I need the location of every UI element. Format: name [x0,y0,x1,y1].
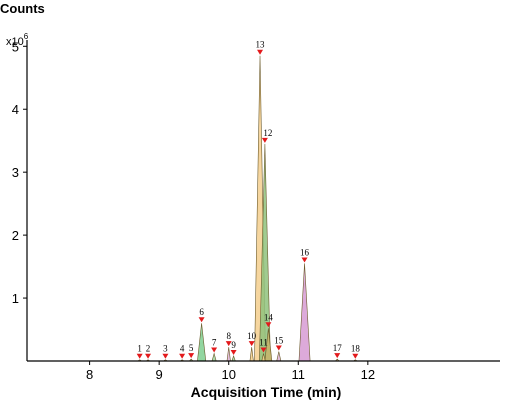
peak-marker-12 [261,137,268,143]
y-tick-label: 2 [12,228,19,243]
peak-area-16 [298,263,311,362]
y-multiplier-exponent: 6 [24,32,29,41]
peak-marker-17 [334,353,341,359]
y-multiplier-base: x10 [6,36,24,48]
peak-area-6 [197,323,207,362]
peak-label-9: 9 [231,340,236,350]
peak-marker-18 [352,353,359,359]
peak-label-8: 8 [226,331,231,341]
peak-marker-8 [225,341,232,347]
peak-label-16: 16 [300,247,310,257]
peak-marker-2 [145,353,152,359]
x-tick-label: 9 [156,367,163,382]
peak-marker-9 [230,349,237,355]
y-tick-label: 1 [12,291,19,306]
peak-label-1: 1 [137,344,142,354]
peak-label-4: 4 [180,344,185,354]
x-tick-label: 8 [86,367,93,382]
peak-marker-13 [257,49,264,55]
y-tick-label: 4 [12,102,19,117]
peak-marker-14 [265,322,272,328]
x-tick-label: 11 [292,367,306,382]
peak-marker-15 [275,345,282,351]
y-tick-label: 3 [12,165,19,180]
peak-label-14: 14 [264,312,274,322]
peak-area-8 [226,347,231,362]
peak-label-2: 2 [146,344,151,354]
y-multiplier-label: x106 [6,32,29,48]
peak-marker-4 [179,353,186,359]
peak-label-10: 10 [247,331,257,341]
peak-label-5: 5 [189,343,194,353]
peak-label-6: 6 [199,307,204,317]
y-axis-ticks: 1 2 3 4 5 [12,39,27,306]
y-axis-label: Counts [0,1,45,16]
peak-marker-3 [162,353,169,359]
peak-label-3: 3 [163,344,168,354]
peak-marker-11 [260,347,267,353]
peak-label-15: 15 [274,336,284,346]
peak-area-9 [231,355,236,362]
x-axis-label: Acquisition Time (min) [191,384,342,400]
peak-marker-7 [211,347,218,353]
x-axis-ticks: 8 9 10 11 12 [86,361,375,382]
peak-marker-1 [136,353,143,359]
peak-label-11: 11 [259,337,268,347]
peak-area-10 [249,347,254,362]
peak-label-7: 7 [212,337,217,347]
peak-label-12: 12 [263,128,272,138]
peak-label-13: 13 [256,40,266,50]
peak-marker-10 [248,341,255,347]
peak-area-15 [276,351,282,362]
peak-label-17: 17 [333,343,343,353]
peak-label-18: 18 [351,344,361,354]
peak-marker-5 [188,353,195,359]
y-tick-label: 5 [12,39,19,54]
peak-areas [137,55,358,362]
peak-marker-6 [198,317,205,323]
peak-area-7 [211,352,217,362]
peak-marker-16 [301,257,308,263]
x-tick-label: 10 [221,367,235,382]
x-tick-label: 12 [361,367,375,382]
